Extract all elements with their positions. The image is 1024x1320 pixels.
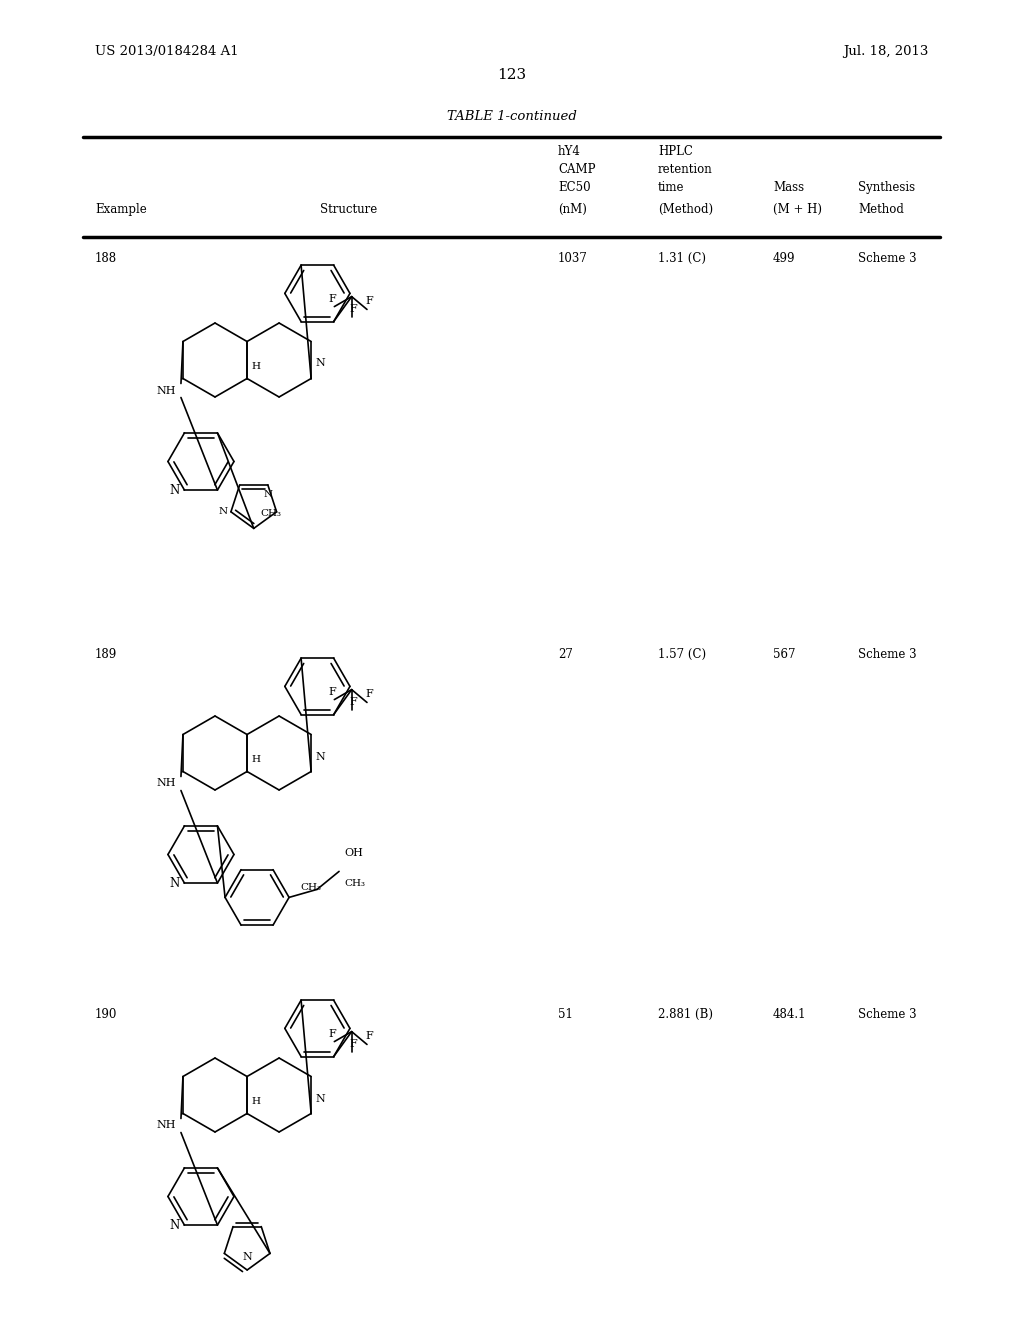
- Text: 484.1: 484.1: [773, 1008, 807, 1020]
- Text: TABLE 1-continued: TABLE 1-continued: [447, 110, 577, 123]
- Text: 123: 123: [498, 69, 526, 82]
- Text: Structure: Structure: [319, 203, 377, 216]
- Text: N: N: [315, 1093, 325, 1104]
- Text: 190: 190: [95, 1008, 118, 1020]
- Text: 27: 27: [558, 648, 572, 661]
- Text: N: N: [219, 507, 228, 516]
- Text: 499: 499: [773, 252, 796, 265]
- Text: Scheme 3: Scheme 3: [858, 648, 916, 661]
- Text: US 2013/0184284 A1: US 2013/0184284 A1: [95, 45, 239, 58]
- Text: H: H: [251, 755, 260, 764]
- Text: 2.881 (B): 2.881 (B): [658, 1008, 713, 1020]
- Text: Jul. 18, 2013: Jul. 18, 2013: [844, 45, 929, 58]
- Text: 1.57 (C): 1.57 (C): [658, 648, 707, 661]
- Text: F: F: [329, 1028, 336, 1039]
- Text: N: N: [169, 876, 179, 890]
- Text: 567: 567: [773, 648, 796, 661]
- Text: H: H: [251, 362, 260, 371]
- Text: time: time: [658, 181, 684, 194]
- Text: F: F: [366, 297, 373, 306]
- Text: NH: NH: [157, 779, 176, 788]
- Text: (Method): (Method): [658, 203, 713, 216]
- Text: F: F: [350, 304, 357, 314]
- Text: CH₃: CH₃: [344, 879, 366, 888]
- Text: N: N: [243, 1251, 252, 1262]
- Text: N: N: [169, 483, 179, 496]
- Text: CH₃: CH₃: [260, 510, 282, 517]
- Text: 189: 189: [95, 648, 118, 661]
- Text: Example: Example: [95, 203, 146, 216]
- Text: F: F: [350, 1039, 357, 1048]
- Text: F: F: [329, 686, 336, 697]
- Text: F: F: [366, 689, 373, 700]
- Text: (nM): (nM): [558, 203, 587, 216]
- Text: 188: 188: [95, 252, 117, 265]
- Text: 51: 51: [558, 1008, 572, 1020]
- Text: H: H: [251, 1097, 260, 1106]
- Text: NH: NH: [157, 385, 176, 396]
- Text: NH: NH: [157, 1121, 176, 1130]
- Text: 1037: 1037: [558, 252, 588, 265]
- Text: Mass: Mass: [773, 181, 804, 194]
- Text: Method: Method: [858, 203, 904, 216]
- Text: N: N: [169, 1218, 179, 1232]
- Text: 1.31 (C): 1.31 (C): [658, 252, 706, 265]
- Text: OH: OH: [344, 849, 362, 858]
- Text: N: N: [315, 751, 325, 762]
- Text: F: F: [366, 1031, 373, 1041]
- Text: EC50: EC50: [558, 181, 591, 194]
- Text: HPLC: HPLC: [658, 145, 693, 158]
- Text: (M + H): (M + H): [773, 203, 822, 216]
- Text: Scheme 3: Scheme 3: [858, 1008, 916, 1020]
- Text: F: F: [350, 697, 357, 706]
- Text: Scheme 3: Scheme 3: [858, 252, 916, 265]
- Text: CH₃: CH₃: [300, 883, 322, 892]
- Text: N: N: [315, 359, 325, 368]
- Text: F: F: [329, 293, 336, 304]
- Text: hY4: hY4: [558, 145, 581, 158]
- Text: Synthesis: Synthesis: [858, 181, 915, 194]
- Text: retention: retention: [658, 162, 713, 176]
- Text: N: N: [263, 490, 272, 499]
- Text: CAMP: CAMP: [558, 162, 596, 176]
